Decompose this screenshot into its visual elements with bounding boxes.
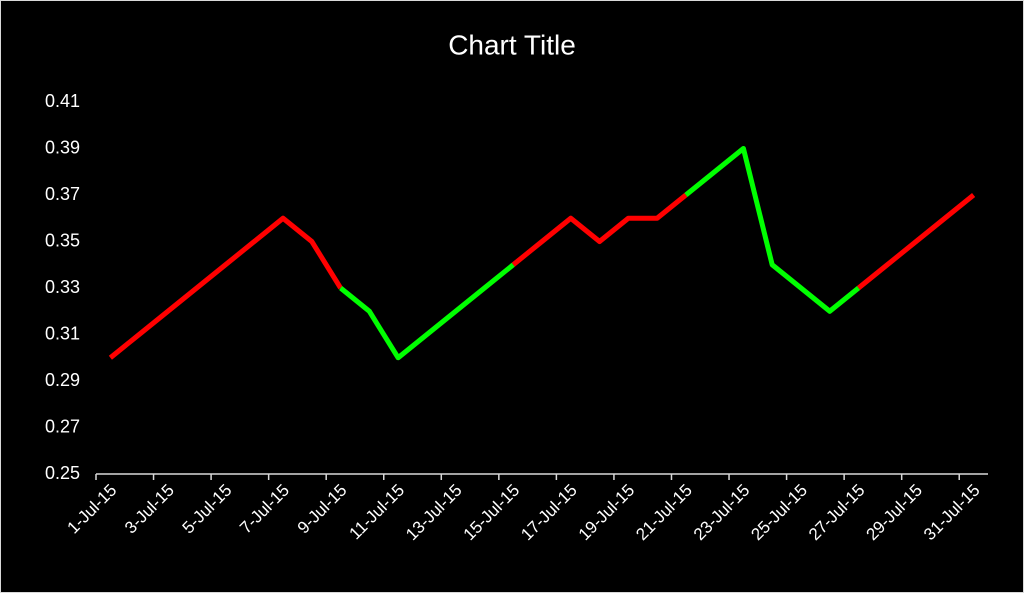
y-tick-label: 0.31 bbox=[45, 323, 80, 343]
y-tick-label: 0.37 bbox=[45, 184, 80, 204]
data-line bbox=[339, 146, 861, 361]
y-tick-label: 0.39 bbox=[45, 137, 80, 157]
data-line bbox=[108, 193, 976, 360]
y-tick-label: 0.35 bbox=[45, 230, 80, 250]
chart-title: Chart Title bbox=[448, 29, 576, 60]
y-tick-label: 0.27 bbox=[45, 416, 80, 436]
y-tick-label: 0.41 bbox=[45, 91, 80, 111]
y-tick-label: 0.29 bbox=[45, 370, 80, 390]
y-tick-label: 0.33 bbox=[45, 277, 80, 297]
y-tick-label: 0.25 bbox=[45, 463, 80, 483]
